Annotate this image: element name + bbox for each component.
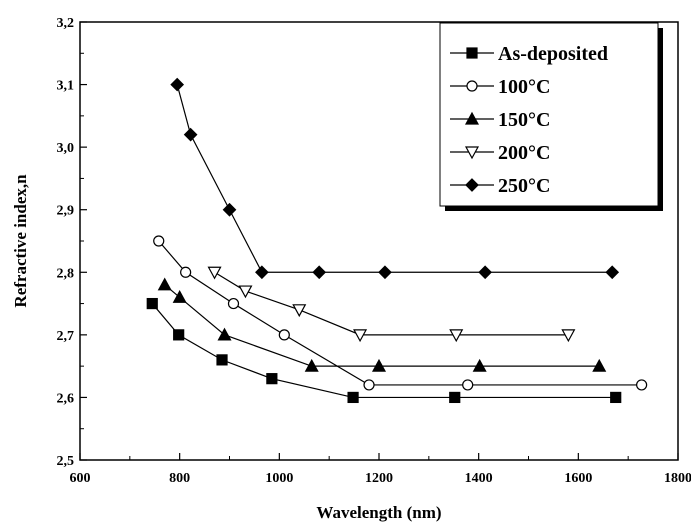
x-tick-label: 1400	[465, 471, 493, 486]
data-point	[278, 329, 290, 341]
series-2	[153, 235, 648, 391]
data-point	[465, 178, 479, 192]
y-tick-label: 2,6	[57, 391, 75, 406]
data-point	[217, 327, 232, 341]
data-point	[222, 202, 237, 217]
legend-label: 250°C	[498, 175, 550, 197]
legend-label: 200°C	[498, 142, 550, 164]
data-point	[464, 146, 480, 160]
series-3	[157, 277, 607, 372]
data-point	[172, 290, 187, 303]
tick-labels: 600 800 1000 1200 1400 1600 1800 2,5 2,6 2,7 2,8 2,…	[57, 16, 691, 486]
data-point	[173, 329, 185, 341]
y-axis-title: Refractive index,n	[11, 174, 30, 308]
series-line	[176, 84, 613, 273]
series-1	[146, 297, 622, 404]
series-layer	[146, 77, 648, 404]
data-point	[216, 354, 228, 366]
series-4	[207, 266, 576, 343]
data-point	[466, 80, 478, 92]
x-tick-label: 600	[70, 471, 91, 486]
legend-item: 100°C	[450, 76, 550, 98]
y-tick-label: 2,7	[57, 329, 75, 344]
x-axis-title: Wavelength (nm)	[316, 503, 441, 522]
data-point	[183, 127, 198, 142]
data-point	[146, 297, 158, 310]
data-point	[636, 379, 648, 391]
y-tick-label: 3,0	[57, 141, 75, 156]
series-line	[214, 271, 569, 336]
legend-label: As-deposited	[498, 43, 608, 65]
data-point	[610, 391, 622, 404]
series-5	[170, 77, 620, 280]
data-point	[353, 329, 368, 343]
data-point	[227, 297, 240, 310]
data-point	[592, 358, 607, 372]
data-point	[304, 358, 319, 372]
y-tick-label: 2,9	[57, 204, 75, 219]
x-tick-label: 1600	[564, 471, 592, 486]
data-point	[472, 358, 487, 372]
data-point	[478, 265, 492, 280]
legend-item: 250°C	[450, 175, 550, 197]
data-point	[449, 329, 464, 343]
series-line	[151, 303, 616, 399]
y-tick-label: 3,1	[57, 79, 75, 94]
legend: As-deposited 100°C 150°C 200°C 250°C	[439, 22, 663, 211]
legend-item: 150°C	[450, 109, 550, 131]
data-point	[207, 266, 222, 280]
series-line	[164, 284, 600, 367]
legend-item: 200°C	[450, 142, 550, 164]
legend-label: 150°C	[498, 109, 550, 131]
data-point	[605, 265, 620, 280]
x-tick-label: 1800	[664, 471, 691, 486]
y-tick-label: 2,8	[57, 266, 75, 281]
data-point	[464, 111, 480, 125]
legend-items: As-deposited 100°C 150°C 200°C 250°C	[450, 43, 608, 197]
data-point	[170, 77, 185, 92]
data-point	[255, 265, 269, 280]
data-point	[561, 329, 576, 343]
data-point	[292, 304, 307, 318]
data-point	[363, 379, 375, 391]
x-tick-label: 800	[169, 471, 190, 486]
y-tick-label: 3,2	[57, 16, 75, 31]
data-point	[466, 47, 478, 59]
data-point	[378, 265, 392, 280]
data-point	[238, 285, 253, 299]
legend-item: As-deposited	[450, 43, 608, 65]
data-point	[157, 277, 172, 291]
data-point	[180, 266, 192, 278]
x-tick-label: 1200	[365, 471, 393, 486]
legend-label: 100°C	[498, 76, 550, 98]
data-point	[153, 235, 165, 247]
data-point	[371, 358, 387, 372]
data-point	[266, 373, 278, 385]
axis-ticks	[79, 21, 679, 461]
data-point	[462, 379, 474, 391]
y-tick-label: 2,5	[57, 454, 75, 469]
data-point	[347, 391, 359, 404]
x-tick-label: 1000	[265, 471, 293, 486]
data-point	[312, 265, 327, 280]
data-point	[449, 391, 461, 404]
